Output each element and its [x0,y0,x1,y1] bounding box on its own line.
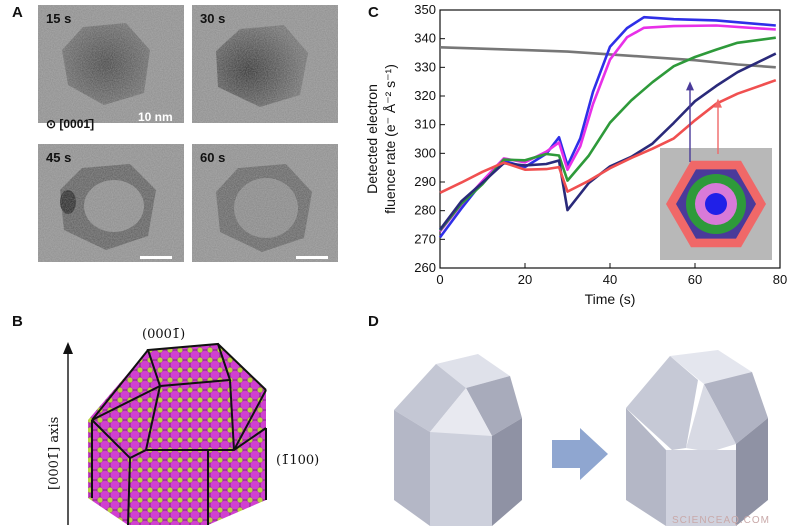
tem-time-label: 45 s [46,150,72,165]
series-line-3 [438,24,776,233]
top-facet-label: (0001̄) [142,327,185,342]
inset-core [705,193,727,215]
y-tick-label: 350 [414,2,436,17]
y-tick-label: 270 [414,231,436,246]
scale-bar [296,256,328,259]
y-tick-label: 290 [414,174,436,189]
hollowed-crystal [626,350,768,526]
y-axis-label-line2: fluence rate (e⁻ Å⁻² s⁻¹) [382,64,398,214]
y-tick-label: 260 [414,260,436,275]
tem-frame-2: 30 s [192,5,338,123]
shape-transformation [394,350,768,526]
series-line-4 [438,36,776,232]
scale-bar-label: 10 nm [138,110,173,123]
panel-letter-b: B [12,313,23,330]
x-tick-label: 20 [518,272,532,287]
watermark: SCIENCEAQ.COM [671,515,770,526]
x-tick-label: 0 [436,272,443,287]
y-tick-label: 320 [414,88,436,103]
tem-time-label: 30 s [200,11,226,26]
panel-letter-c: C [368,4,379,21]
fluence-rate-chart: 0 20 40 60 80260270280290300310320330340350 … [364,2,787,307]
atom-cluster [88,344,266,525]
tem-image-3 [38,144,184,262]
series-line-6 [439,78,777,194]
transform-arrow [552,428,608,480]
scale-bar [140,126,174,129]
zone-axis-label: ⊙ [0001̄] [46,117,95,131]
axis-arrow-head [63,342,73,354]
crystal-model: (0001̄) (1̄100) [0001̄] axis [47,327,319,526]
y-tick-label: 330 [414,59,436,74]
axis-label: [0001̄] axis [47,417,62,490]
x-tick-label: 40 [603,272,617,287]
tem-frame-3: 45 s [38,144,184,262]
panel-letter-d: D [368,313,379,330]
series-line-1 [439,46,776,69]
y-tick-label: 300 [414,145,436,160]
tem-image-1 [38,5,184,123]
ring-inset [660,81,772,260]
y-tick-label: 310 [414,117,436,132]
tem-time-label: 60 s [200,150,226,165]
series-line-5 [438,52,777,231]
tem-image-4 [192,144,338,262]
intact-crystal [394,354,522,526]
chart-axes: 0 20 40 60 80 260 270 280 290 300 310 320 330 340 350 [414,2,787,287]
chart-series [438,15,777,239]
x-axis-label: Time (s) [585,291,636,307]
x-tick-label: 80 [773,272,787,287]
tem-frame-4: 60 s [192,144,338,262]
tem-frame-1: 15 s 10 nm [38,5,184,123]
y-tick-label: 280 [414,203,436,218]
facet-outlines [91,342,267,526]
tem-image-2 [192,5,338,123]
side-facet-label: (1̄100) [276,453,319,468]
x-tick-label: 60 [688,272,702,287]
y-tick-label: 340 [414,31,436,46]
panel-letter-a: A [12,4,23,21]
inset-pointer-dark-head [686,81,694,91]
y-axis-label-line1: Detected electron [364,84,380,194]
scale-bar [140,256,172,259]
inset-pointer-red-head [714,98,722,108]
tem-time-label: 15 s [46,11,72,26]
